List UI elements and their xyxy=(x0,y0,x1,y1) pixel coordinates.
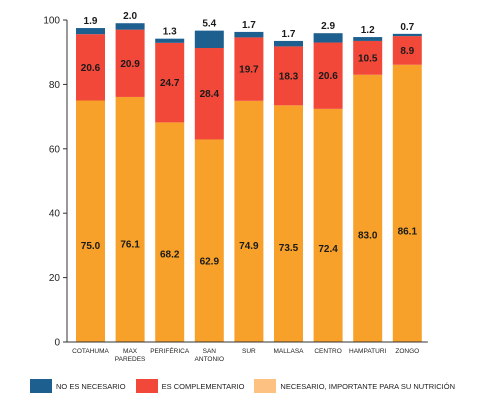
bar-segment xyxy=(274,40,303,47)
bar-stack: 83.0 10.5 1.2 xyxy=(353,25,383,343)
data-label: 1.3 xyxy=(163,27,177,38)
x-tick-label: HAMPATURI xyxy=(349,348,387,355)
bar-segment xyxy=(392,64,422,343)
data-label: 68.2 xyxy=(160,250,180,261)
legend-label: NO ES NECESARIO xyxy=(56,381,126,391)
bar-segment xyxy=(392,36,422,65)
data-label: 20.9 xyxy=(120,59,140,70)
bar-stack: 76.1 20.9 2.0 xyxy=(115,11,145,342)
data-label: 5.4 xyxy=(202,19,216,30)
bar-segment xyxy=(274,46,303,106)
bar-segment xyxy=(313,42,343,109)
bar-segment xyxy=(194,30,224,49)
bars: 75.0 20.6 1.9 76.1 20.9 2.0 68.2 24.7 1.3 62.9 28.… xyxy=(76,11,422,343)
legend: NO ES NECESARIO ES COMPLEMENTARIO NECESA… xyxy=(30,377,500,395)
data-label: 19.7 xyxy=(239,65,259,76)
bar-segment xyxy=(115,23,145,30)
y-tick-label: 20 xyxy=(49,273,61,284)
x-tick-label: PAREDES xyxy=(115,356,146,363)
x-tick-label: ANTONIO xyxy=(195,356,225,363)
bar-segment xyxy=(115,96,145,342)
y-tick-label: 0 xyxy=(54,338,60,349)
x-tick-label: MALLASA xyxy=(274,348,305,355)
bar-segment xyxy=(353,40,383,75)
legend-item-es-complementario: ES COMPLEMENTARIO xyxy=(135,379,245,393)
bar-segment xyxy=(274,105,303,342)
bar-segment xyxy=(155,42,185,123)
y-axis: 0 20 40 60 80 100 xyxy=(43,16,68,349)
bar-stack: 62.9 28.4 5.4 xyxy=(194,19,224,342)
y-tick-label: 100 xyxy=(43,16,60,27)
bar-stack: 72.4 20.6 2.9 xyxy=(313,21,343,342)
x-tick-label: PERIFÉRICA xyxy=(150,346,190,355)
y-tick-label: 60 xyxy=(49,144,61,155)
data-label: 20.6 xyxy=(81,63,101,74)
bar-segment xyxy=(76,34,105,101)
data-label: 1.2 xyxy=(361,25,375,36)
data-label: 75.0 xyxy=(81,241,101,252)
bar-segment xyxy=(155,38,185,43)
bar-segment xyxy=(155,122,185,342)
x-tick-label: COTAHUMA xyxy=(72,348,109,355)
bar-stack: 68.2 24.7 1.3 xyxy=(155,27,185,342)
bar-segment xyxy=(234,31,264,38)
legend-item-no-es-necesario: NO ES NECESARIO xyxy=(30,379,126,393)
data-label: 1.9 xyxy=(84,16,98,27)
x-tick-label: MAX xyxy=(123,348,138,355)
bar-segment xyxy=(313,108,343,342)
legend-swatch xyxy=(30,379,52,393)
data-label: 73.5 xyxy=(279,243,299,254)
bar-stack: 75.0 20.6 1.9 xyxy=(76,16,105,342)
data-label: 1.7 xyxy=(242,20,256,31)
bar-segment xyxy=(194,48,224,140)
data-label: 86.1 xyxy=(398,227,418,238)
y-tick-label: 40 xyxy=(49,209,61,220)
bar-segment xyxy=(76,100,105,342)
bar-segment xyxy=(115,29,145,97)
bar-segment xyxy=(392,33,422,37)
bar-stack: 86.1 8.9 0.7 xyxy=(392,22,422,343)
bar-segment xyxy=(76,28,105,35)
data-label: 0.7 xyxy=(400,22,414,33)
bar-segment xyxy=(234,37,264,101)
data-label: 74.9 xyxy=(239,241,259,252)
data-label: 20.6 xyxy=(318,71,338,82)
data-label: 10.5 xyxy=(358,53,378,64)
x-tick-label: SUR xyxy=(242,348,256,355)
bar-segment xyxy=(353,37,383,41)
bar-stack: 74.9 19.7 1.7 xyxy=(234,20,264,343)
data-label: 8.9 xyxy=(400,46,414,57)
y-tick-label: 80 xyxy=(49,80,61,91)
data-label: 2.0 xyxy=(123,11,137,22)
x-tick-label: ZONGO xyxy=(395,348,419,355)
bar-segment xyxy=(234,100,264,343)
data-label: 28.4 xyxy=(200,89,220,100)
legend-item-necesario: NECESARIO, IMPORTANTE PARA SU NUTRICIÓN xyxy=(254,379,455,393)
stacked-bar-chart: 0 20 40 60 80 100 75.0 20.6 1.9 76.1 20.9 2.0 68.2 2… xyxy=(43,11,428,363)
data-label: 83.0 xyxy=(358,231,378,242)
bar-segment xyxy=(194,139,224,342)
x-tick-label: SAN xyxy=(203,348,217,355)
data-label: 24.7 xyxy=(160,78,180,89)
data-label: 76.1 xyxy=(120,239,140,250)
legend-label: NECESARIO, IMPORTANTE PARA SU NUTRICIÓN xyxy=(280,381,456,391)
bar-segment xyxy=(353,74,383,343)
bar-stack: 73.5 18.3 1.7 xyxy=(274,29,303,342)
data-label: 62.9 xyxy=(200,256,220,267)
x-tick-label: CENTRO xyxy=(314,348,341,355)
data-label: 72.4 xyxy=(318,244,338,255)
legend-label: ES COMPLEMENTARIO xyxy=(161,381,245,391)
legend-swatch xyxy=(254,379,277,393)
data-label: 2.9 xyxy=(321,21,335,32)
bar-segment xyxy=(313,33,343,43)
legend-swatch xyxy=(135,379,158,393)
data-label: 1.7 xyxy=(282,29,296,40)
data-label: 18.3 xyxy=(279,71,299,82)
